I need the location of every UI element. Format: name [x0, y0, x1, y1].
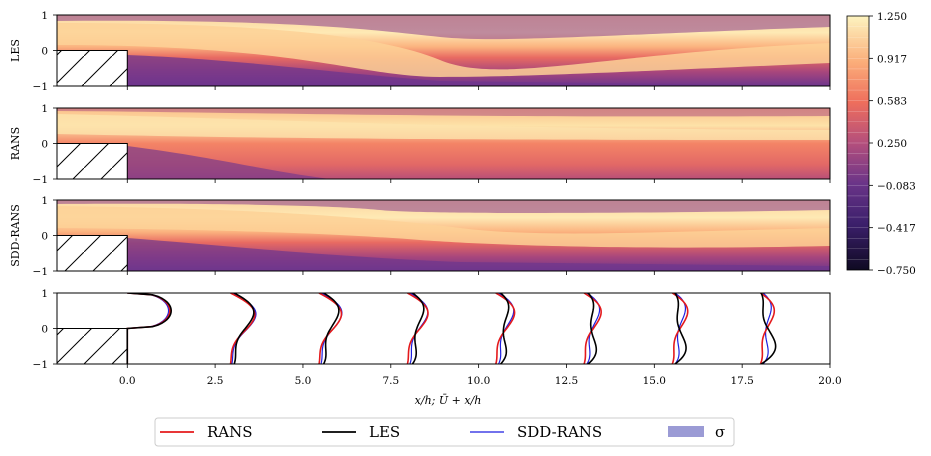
profile-les-x5 — [322, 293, 340, 364]
recirculation-zone — [127, 55, 830, 86]
profile-rans-x17.5 — [759, 293, 776, 364]
legend-entry-rans: RANS — [160, 423, 253, 441]
profile-rans-x10 — [495, 293, 516, 364]
profile-rans-x2.5 — [229, 293, 256, 364]
x-tick-label: 17.5 — [730, 375, 753, 387]
contour-panels: 1 0 −1 LES 1 0 −1 RANS 1 0 −1 SDD-RANS — [9, 10, 831, 278]
y-tick-label: 1 — [41, 10, 48, 22]
legend-label: σ — [715, 423, 725, 441]
legend-label: LES — [369, 423, 400, 441]
profile-rans-x7.5 — [406, 293, 429, 364]
profile-les-x7.5 — [411, 293, 425, 364]
y-tick-label: −1 — [33, 174, 48, 186]
x-axis-label: x/h; Ū + x/h — [415, 394, 482, 407]
contour-panel-les: 1 0 −1 LES — [9, 10, 831, 93]
colorbar-tick-label: −0.417 — [877, 223, 916, 235]
profile-les-x2.5 — [233, 293, 255, 364]
profile-les-x0 — [126, 293, 172, 364]
upper-shear-band — [57, 15, 830, 40]
legend-box — [154, 417, 735, 447]
panel-label: SDD-RANS — [9, 204, 22, 266]
profile-les-x15 — [674, 293, 687, 364]
legend-label: SDD-RANS — [517, 423, 602, 441]
colorbar-tick-label: 0.250 — [877, 138, 907, 150]
legend-swatch — [668, 426, 704, 437]
x-tick-label: 0.0 — [119, 375, 136, 387]
jet-core — [57, 206, 830, 248]
legend-entry-sdd-rans: SDD-RANS — [470, 423, 602, 441]
x-tick-label: 20.0 — [818, 375, 841, 387]
x-tick-label: 10.0 — [467, 375, 490, 387]
panel-label: LES — [9, 39, 22, 62]
colorbar-tick-label: −0.083 — [877, 180, 916, 192]
colorbar-tick-label: −0.750 — [877, 265, 916, 277]
y-tick-label: 1 — [41, 195, 48, 207]
profile-les-x17.5 — [760, 293, 777, 364]
recirculation-zone — [127, 146, 330, 179]
x-tick-label: 15.0 — [643, 375, 666, 387]
contour-panel-sdd-rans: 1 0 −1 SDD-RANS — [9, 195, 831, 278]
panel-label: RANS — [9, 127, 22, 160]
profile-panel: 1 0 −1 0.0 2.5 5.0 7.5 10.0 12.5 15.0 17.5 20.0 — [33, 288, 842, 387]
profile-les-x10 — [500, 293, 510, 364]
y-tick-label: 0 — [41, 324, 48, 336]
x-tick-label: 12.5 — [555, 375, 578, 387]
step-geometry — [57, 328, 128, 364]
profiles-panel: 1 0 −1 0.0 2.5 5.0 7.5 10.0 12.5 15.0 17.5 20.0 — [33, 288, 842, 387]
legend-entry-σ: σ — [668, 423, 725, 441]
profile-rans-x12.5 — [583, 293, 602, 364]
upper-shear-band — [57, 200, 830, 213]
y-tick-label: 0 — [41, 46, 48, 58]
y-tick-label: 1 — [41, 103, 48, 115]
jet-core — [57, 23, 830, 77]
panel-frame — [56, 292, 831, 365]
step-geometry — [57, 50, 128, 86]
x-tick-label: 2.5 — [207, 375, 224, 387]
colorbar: 1.250 0.917 0.583 0.250 −0.083 −0.417 −0.750 — [846, 11, 916, 277]
profile-rans-x15 — [671, 293, 689, 364]
profile-sdd-x7.5 — [409, 293, 429, 364]
step-geometry — [57, 143, 128, 179]
y-tick-label: −1 — [33, 266, 48, 278]
legend-entry-les: LES — [322, 423, 400, 441]
y-tick-label: 0 — [41, 139, 48, 151]
legend-label: RANS — [207, 423, 253, 441]
y-tick-label: 0 — [41, 231, 48, 243]
profile-les-x12.5 — [587, 293, 598, 364]
y-tick-label: −1 — [33, 359, 48, 371]
colorbar-tick-label: 0.917 — [877, 53, 907, 65]
profile-sdd-x17.5 — [762, 293, 772, 364]
y-tick-label: 1 — [41, 288, 48, 300]
recirculation-zone — [127, 238, 830, 271]
colorbar-tick-label: 1.250 — [877, 11, 907, 23]
jet-core — [57, 114, 830, 140]
y-tick-label: −1 — [33, 81, 48, 93]
colorbar-tick-label: 0.583 — [877, 96, 907, 108]
x-tick-label: 5.0 — [295, 375, 312, 387]
step-geometry — [57, 235, 128, 271]
upper-shear-band — [57, 108, 830, 117]
x-tick-label: 7.5 — [382, 375, 399, 387]
contour-panel-rans: 1 0 −1 RANS — [9, 103, 831, 186]
legend: RANS LES SDD-RANS σ — [154, 417, 735, 447]
